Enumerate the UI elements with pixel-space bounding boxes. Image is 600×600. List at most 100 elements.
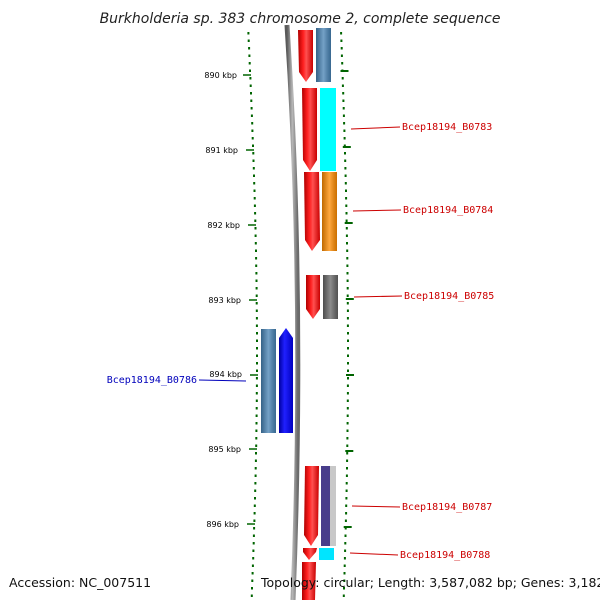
minor-tick — [342, 99, 345, 102]
minor-tick — [346, 422, 349, 425]
minor-tick — [254, 467, 257, 470]
cog-block — [320, 88, 336, 171]
minor-tick — [340, 39, 343, 42]
minor-tick — [347, 362, 349, 365]
major-tick — [345, 298, 354, 300]
minor-tick — [255, 377, 258, 380]
minor-tick — [252, 549, 255, 552]
minor-tick — [255, 279, 258, 282]
minor-tick — [255, 309, 258, 312]
minor-tick — [343, 579, 346, 582]
minor-tick — [342, 107, 345, 110]
minor-tick — [255, 302, 258, 305]
minor-tick — [344, 549, 347, 552]
cog-block — [322, 172, 337, 251]
minor-tick — [249, 69, 251, 72]
minor-tick — [252, 144, 254, 147]
forward-cds-track — [298, 30, 320, 600]
minor-tick — [343, 137, 346, 140]
minor-tick — [255, 317, 258, 320]
cog-block — [316, 28, 331, 82]
minor-tick — [345, 189, 347, 192]
minor-tick — [248, 54, 251, 57]
tick-label: 896 kbp — [206, 520, 239, 529]
minor-tick — [254, 212, 257, 215]
accession-label: Accession: NC_007511 — [9, 575, 152, 590]
tick-label: 891 kbp — [205, 146, 238, 155]
forward-cds — [303, 548, 317, 560]
minor-tick — [346, 429, 349, 432]
minor-tick — [250, 114, 253, 117]
cog-block — [330, 466, 336, 546]
minor-tick — [255, 392, 258, 395]
gene-label: Bcep18194_B0787 — [402, 502, 492, 513]
minor-tick — [250, 99, 253, 102]
minor-tick — [346, 407, 349, 410]
minor-tick — [248, 47, 251, 50]
gene-label: Bcep18194_B0788 — [400, 550, 490, 561]
minor-tick — [253, 182, 256, 185]
minor-tick — [346, 287, 349, 290]
minor-tick — [345, 234, 348, 237]
minor-tick — [255, 384, 258, 387]
gene-label: Bcep18194_B0784 — [403, 205, 493, 216]
minor-tick — [344, 167, 347, 170]
major-tick — [346, 374, 354, 376]
minor-tick — [251, 587, 253, 590]
map-title: Burkholderia sp. 383 chromosome 2, compl… — [100, 11, 501, 27]
minor-tick — [345, 482, 348, 485]
gene-labels: Bcep18194_B0783 Bcep18194_B0784 Bcep1819… — [107, 122, 495, 561]
minor-tick — [347, 377, 349, 380]
major-tick — [345, 450, 354, 452]
minor-tick — [343, 557, 346, 560]
minor-tick — [346, 257, 349, 260]
minor-tick — [247, 32, 250, 35]
reverse-cds — [279, 328, 293, 433]
minor-tick — [347, 332, 349, 335]
minor-tick — [255, 437, 258, 440]
minor-tick — [251, 137, 254, 140]
genome-backbone — [284, 24, 301, 600]
minor-tick — [255, 399, 258, 402]
minor-tick — [256, 339, 258, 342]
minor-tick — [343, 144, 346, 147]
minor-tick — [342, 92, 345, 95]
minor-tick — [345, 497, 348, 500]
minor-tick — [255, 407, 258, 410]
minor-tick — [252, 542, 255, 545]
minor-tick — [255, 444, 258, 447]
minor-tick — [253, 527, 256, 530]
minor-tick — [345, 212, 348, 215]
minor-tick — [346, 437, 349, 440]
minor-tick — [345, 204, 348, 207]
minor-tick — [343, 587, 345, 590]
minor-tick — [254, 482, 257, 485]
minor-tick — [253, 204, 256, 207]
tick-label: 895 kbp — [208, 445, 241, 454]
minor-tick — [253, 504, 256, 507]
minor-tick — [346, 414, 349, 417]
minor-tick — [256, 369, 258, 372]
tick-marks — [247, 32, 354, 597]
minor-tick — [254, 219, 257, 222]
minor-tick — [253, 189, 256, 192]
minor-tick — [345, 474, 348, 477]
minor-tick — [346, 444, 349, 447]
minor-tick — [252, 167, 255, 170]
minor-tick — [345, 197, 348, 200]
minor-tick — [255, 414, 258, 417]
gene-label: Bcep18194_B0785 — [404, 291, 494, 302]
minor-tick — [343, 129, 346, 132]
minor-tick — [251, 122, 254, 125]
forward-cds — [302, 88, 317, 171]
minor-tick — [252, 557, 255, 560]
minor-tick — [253, 512, 256, 515]
minor-tick — [255, 324, 258, 327]
minor-tick — [249, 84, 252, 87]
cog-block — [323, 275, 338, 319]
minor-tick — [341, 62, 344, 65]
major-tick — [344, 222, 353, 224]
minor-tick — [346, 242, 348, 245]
major-tick — [340, 70, 349, 72]
minor-tick — [255, 287, 258, 290]
